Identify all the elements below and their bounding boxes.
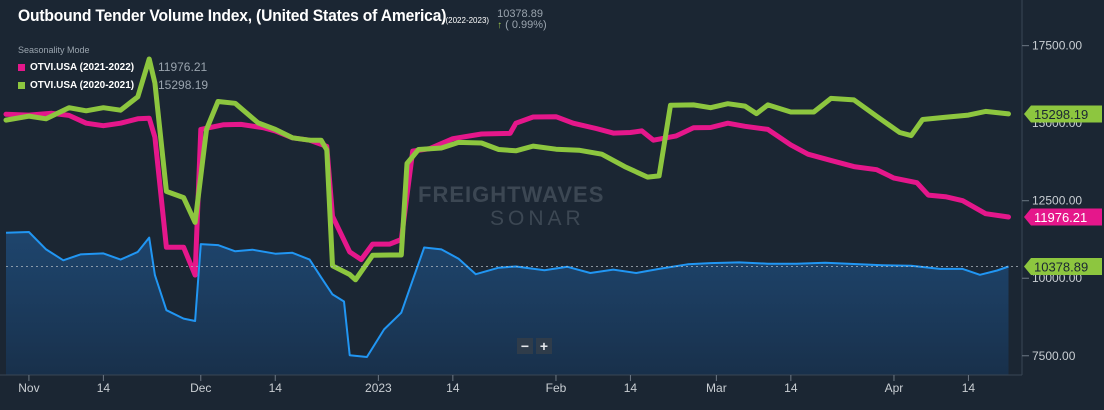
watermark-brand: FREIGHTWAVES: [418, 182, 605, 207]
value-tag-background: [1024, 257, 1102, 275]
x-tick-label: 14: [962, 381, 976, 395]
current-value: 10378.89: [497, 8, 543, 20]
x-tick-label: 14: [784, 381, 798, 395]
x-axis: Nov 14 Dec 14 2023 14 Feb 14 Mar 14 Apr 14: [0, 374, 1022, 395]
x-tick-label: Feb: [546, 381, 567, 395]
legend-swatch: [18, 63, 25, 71]
watermark-product: SONAR: [490, 207, 585, 230]
current-value-block: 10378.89 ↑ ( 0.99%): [497, 8, 547, 32]
chart-title: Outbound Tender Volume Index, (United St…: [18, 6, 447, 25]
series-line-otvi-usa-2022-2023: [5, 231, 1009, 358]
zoom-controls: − +: [517, 338, 555, 354]
legend-item-label: OTVI.USA (2021-2022): [30, 61, 135, 73]
series-layer: [3, 56, 1011, 375]
x-tick-label: 14: [446, 381, 460, 395]
x-tick-label: 2023: [365, 381, 392, 395]
y-tick-label: 12500.00: [1032, 194, 1082, 208]
chart-title-years: (2022-2023): [445, 16, 490, 25]
legend-item-value: 15298.19: [158, 78, 209, 92]
y-tick-label: 7500.00: [1032, 349, 1076, 363]
x-tick-label: 14: [269, 381, 283, 395]
legend: OTVI.USA (2021-2022) 11976.21 OTVI.USA (…: [18, 58, 208, 94]
x-tick-label: Mar: [706, 381, 727, 395]
chart-header: Outbound Tender Volume Index, (United St…: [18, 6, 547, 31]
y-tick-label: 17500.00: [1032, 39, 1082, 53]
change-percent-text: ( 0.99%): [505, 19, 547, 31]
seasonality-mode-label: Seasonality Mode: [18, 45, 90, 55]
legend-item-otvi-2020-2021[interactable]: OTVI.USA (2020-2021) 15298.19: [18, 76, 208, 94]
series-line-otvi-usa-2021-2022: [3, 110, 1011, 278]
zoom-out-button[interactable]: −: [517, 338, 533, 354]
series-area-otvi-usa-2022-2023: [6, 232, 1009, 375]
value-tags: 11976.21 15298.19 10378.89: [1024, 105, 1102, 275]
x-tick-label: Apr: [885, 381, 904, 395]
up-arrow-icon: ↑: [497, 20, 503, 31]
zoom-in-button[interactable]: +: [536, 338, 552, 354]
value-tag-label: 10378.89: [1034, 259, 1088, 274]
x-tick-label: 14: [624, 381, 638, 395]
value-tag-label: 15298.19: [1034, 107, 1088, 122]
legend-item-otvi-2021-2022[interactable]: OTVI.USA (2021-2022) 11976.21: [18, 58, 208, 76]
legend-item-label: OTVI.USA (2020-2021): [30, 79, 135, 91]
value-tag-background: [1024, 208, 1102, 226]
x-tick-label: Nov: [18, 381, 39, 395]
x-tick-label: Dec: [190, 381, 211, 395]
series-line-otvi-usa-2020-2021: [3, 56, 1011, 283]
legend-swatch: [18, 81, 25, 89]
legend-item-value: 11976.21: [158, 60, 208, 74]
change-percent: ↑ ( 0.99%): [497, 19, 547, 32]
value-tag-background: [1024, 105, 1102, 123]
value-tag-label: 11976.21: [1034, 210, 1087, 225]
x-tick-label: 14: [97, 381, 111, 395]
